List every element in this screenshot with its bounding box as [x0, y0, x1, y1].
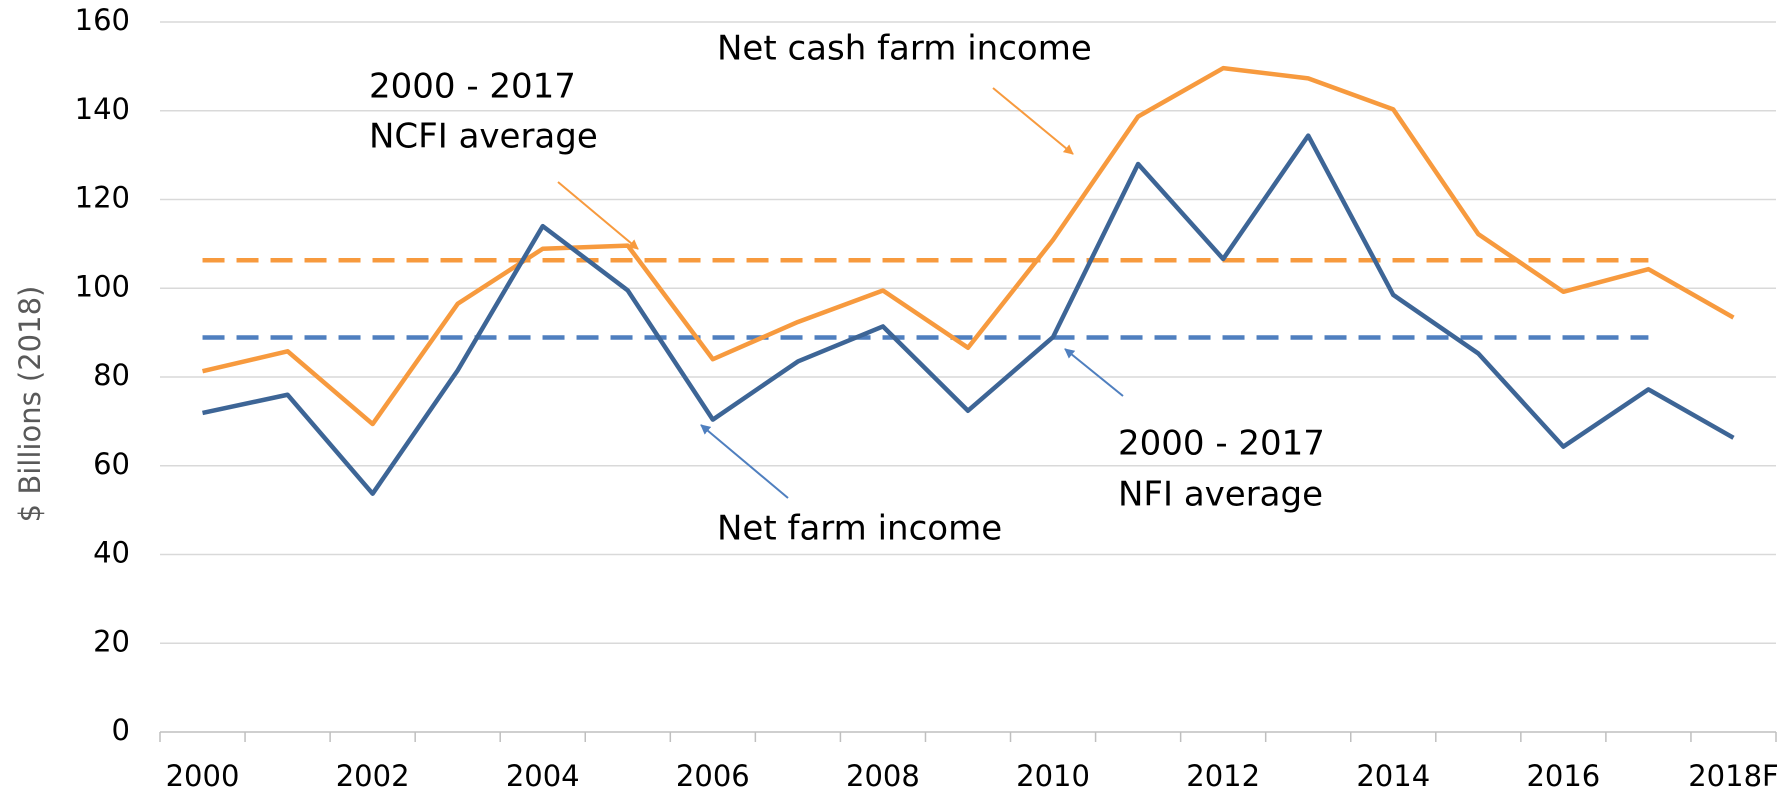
- y-tick-label: 100: [75, 269, 130, 303]
- x-tick-label: 2014: [1356, 759, 1430, 793]
- y-tick-label: 0: [112, 713, 130, 747]
- x-tick-label: 2006: [676, 759, 750, 793]
- x-tick-label: 2002: [336, 759, 410, 793]
- x-tick-label: 2018F: [1688, 759, 1778, 793]
- y-tick-label: 120: [75, 181, 130, 215]
- y-axis-title: $ Billions (2018): [13, 286, 47, 523]
- plot: 0 20 40 60 80 100 120 140 160 2000 2002 2004 2006 200…: [75, 3, 1779, 793]
- y-tick-label: 60: [93, 447, 130, 481]
- x-tick-label: 2008: [846, 759, 920, 793]
- series-line: [202, 133, 1735, 496]
- series-label: Net cash farm income: [717, 29, 1092, 69]
- x-tick-label: 2012: [1186, 759, 1260, 793]
- arrow: [557, 181, 639, 250]
- reference-label: 2000 - 2017: [1118, 424, 1325, 464]
- reference-label: NFI average: [1118, 475, 1323, 515]
- y-tick-label: 20: [93, 624, 130, 658]
- y-tick-label: 160: [75, 3, 130, 37]
- series-line: [202, 65, 1735, 427]
- y-tick-label: 140: [75, 92, 130, 126]
- x-tick-label: 2000: [166, 759, 240, 793]
- arrow: [700, 424, 789, 499]
- reference-label: 2000 - 2017: [369, 67, 576, 107]
- x-tick-label: 2004: [506, 759, 580, 793]
- arrow: [992, 87, 1074, 155]
- y-tick-label: 80: [93, 358, 130, 392]
- x-tick-label: 2016: [1526, 759, 1600, 793]
- x-tick-label: 2010: [1016, 759, 1090, 793]
- reference-label: NCFI average: [369, 117, 598, 157]
- series-label: Net farm income: [717, 509, 1002, 549]
- y-tick-label: 40: [93, 536, 130, 570]
- arrow: [1064, 348, 1124, 397]
